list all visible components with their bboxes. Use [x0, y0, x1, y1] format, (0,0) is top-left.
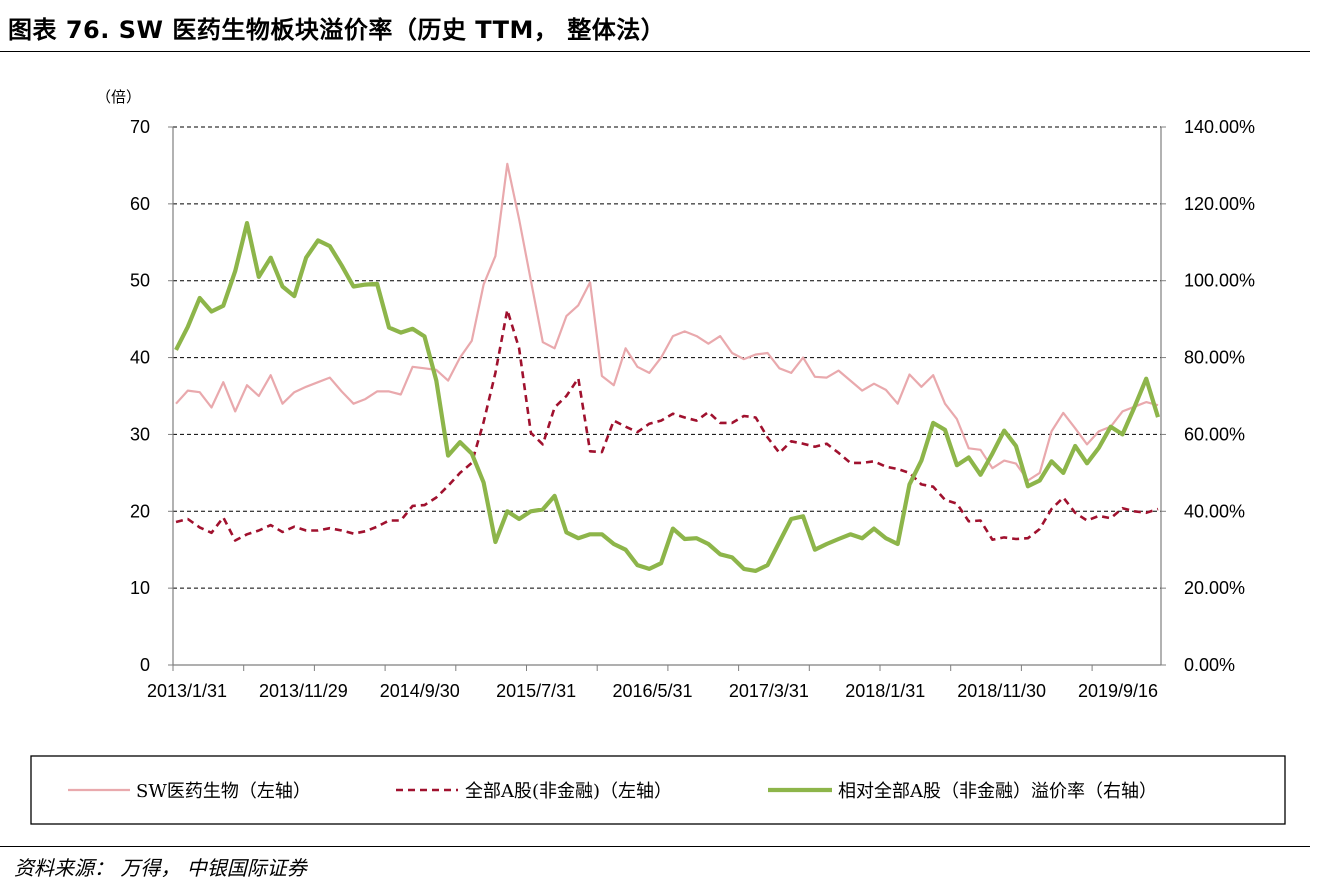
left-tick-label: 20	[130, 501, 150, 521]
sw-pharma-line	[175, 162, 1159, 482]
source-rule	[0, 846, 1310, 847]
series-lines	[174, 162, 1161, 574]
x-tick-label: 2019/9/16	[1078, 681, 1158, 701]
x-tick-label: 2013/11/29	[259, 681, 348, 701]
legend-item-relative-premium: 相对全部A股（非金融）溢价率（右轴）	[768, 781, 1157, 802]
left-tick-label: 0	[140, 655, 150, 675]
source-note: 资料来源： 万得， 中银国际证券	[14, 856, 307, 880]
right-tick-label: 120.00%	[1184, 194, 1255, 214]
left-tick-label: 50	[130, 271, 150, 291]
right-tick-label: 100.00%	[1184, 271, 1255, 291]
x-tick-label: 2017/3/31	[729, 681, 809, 701]
x-tick-label: 2015/7/31	[496, 681, 576, 701]
right-tick-label: 140.00%	[1184, 117, 1255, 137]
x-tick-label: 2018/11/30	[957, 681, 1046, 701]
legend-label: SW医药生物（左轴）	[136, 781, 311, 802]
right-tick-label: 20.00%	[1184, 578, 1245, 598]
legend: SW医药生物（左轴） 全部A股(非金融)（左轴） 相对全部A股（非金融）溢价率（右轴…	[30, 755, 1286, 825]
left-tick-label: 30	[130, 424, 150, 444]
left-tick-label: 60	[130, 194, 150, 214]
x-tick-label: 2013/1/31	[147, 681, 227, 701]
right-tick-label: 60.00%	[1184, 424, 1245, 444]
left-axis-unit-label: （倍）	[96, 88, 141, 106]
x-tick-label: 2018/1/31	[845, 681, 925, 701]
gridlines	[173, 126, 1161, 589]
right-tick-label: 40.00%	[1184, 501, 1245, 521]
x-tick-label: 2016/5/31	[612, 681, 692, 701]
axes: 0 10 20 30 40 50 60 70 0.00% 20.00% 40.00% 60.00% 80…	[130, 117, 1255, 701]
legend-box	[30, 755, 1286, 825]
relative-premium-line	[174, 221, 1161, 574]
right-tick-label: 0.00%	[1184, 655, 1235, 675]
left-tick-label: 40	[130, 348, 150, 368]
x-tick-label: 2014/9/30	[380, 681, 460, 701]
figure-title: 图表 76. SW 医药生物板块溢价率（历史 TTM， 整体法）	[8, 16, 666, 44]
left-tick-label: 70	[130, 117, 150, 137]
title-rule	[0, 51, 1310, 52]
legend-label: 相对全部A股（非金融）溢价率（右轴）	[838, 781, 1157, 802]
all-a-share-line	[175, 308, 1159, 542]
left-tick-label: 10	[130, 578, 150, 598]
legend-label: 全部A股(非金融)（左轴）	[465, 781, 672, 802]
legend-item-sw-pharma: SW医药生物（左轴）	[68, 781, 311, 802]
legend-item-all-a-share: 全部A股(非金融)（左轴）	[396, 781, 672, 802]
right-tick-label: 80.00%	[1184, 348, 1245, 368]
